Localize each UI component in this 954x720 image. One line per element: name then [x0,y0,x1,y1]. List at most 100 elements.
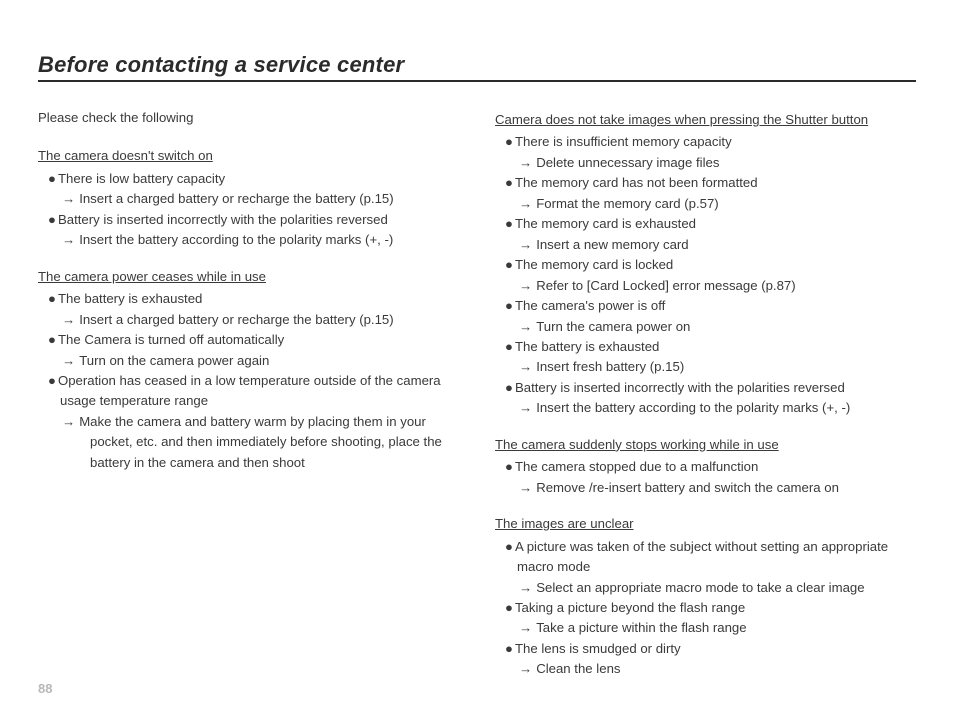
left-column: Please check the following The camera do… [38,108,459,696]
bullet-icon: ● [505,132,513,152]
bullet-icon: ● [505,255,513,275]
right-column: Camera does not take images when pressin… [495,108,916,696]
cause-text: There is insufficient memory capacity [515,132,916,152]
cause-text: A picture was taken of the subject witho… [515,537,916,557]
cause-line: ●Operation has ceased in a low temperatu… [48,371,459,391]
fix-line: →Select an appropriate macro mode to tak… [505,578,916,598]
cause-text: The Camera is turned off automatically [58,330,459,350]
troubleshoot-item: ●The memory card has not been formatted→… [495,173,916,214]
cause-text: The memory card is exhausted [515,214,916,234]
section-block: The camera suddenly stops working while … [495,435,916,498]
right-sections: Camera does not take images when pressin… [495,110,916,680]
bullet-icon: ● [48,371,56,391]
fix-line: →Insert a charged battery or recharge th… [48,189,459,209]
troubleshoot-item: ●The camera's power is off→Turn the came… [495,296,916,337]
troubleshoot-item: ●The camera stopped due to a malfunction… [495,457,916,498]
section-block: The images are unclear●A picture was tak… [495,514,916,680]
cause-line: ●The memory card is locked [505,255,916,275]
arrow-icon: → [519,357,532,377]
arrow-icon: → [62,189,75,209]
fix-text: Insert fresh battery (p.15) [536,357,916,377]
fix-text: Clean the lens [536,659,916,679]
troubleshoot-item: ●Taking a picture beyond the flash range… [495,598,916,639]
cause-text: The lens is smudged or dirty [515,639,916,659]
fix-text: Take a picture within the flash range [536,618,916,638]
bullet-icon: ● [505,173,513,193]
fix-text: Turn the camera power on [536,317,916,337]
cause-text: The camera's power is off [515,296,916,316]
fix-line: →Remove /re-insert battery and switch th… [505,478,916,498]
fix-text: Insert a charged battery or recharge the… [79,310,459,330]
troubleshoot-item: ●Operation has ceased in a low temperatu… [38,371,459,473]
section-heading: Camera does not take images when pressin… [495,110,916,130]
cause-line: ●The memory card has not been formatted [505,173,916,193]
fix-line: →Take a picture within the flash range [505,618,916,638]
arrow-icon: → [519,478,532,498]
fix-line: →Insert the battery according to the pol… [48,230,459,250]
arrow-icon: → [519,194,532,214]
bullet-icon: ● [505,214,513,234]
troubleshoot-item: ●The memory card is exhausted→Insert a n… [495,214,916,255]
arrow-icon: → [519,317,532,337]
fix-line: →Make the camera and battery warm by pla… [48,412,459,432]
cause-text: The camera stopped due to a malfunction [515,457,916,477]
cause-line: ●The Camera is turned off automatically [48,330,459,350]
content-columns: Please check the following The camera do… [38,108,916,696]
intro-text: Please check the following [38,108,459,128]
cause-text: Battery is inserted incorrectly with the… [515,378,916,398]
bullet-icon: ● [505,598,513,618]
fix-continuation: battery in the camera and then shoot [48,453,459,473]
fix-line: →Delete unnecessary image files [505,153,916,173]
fix-line: →Insert fresh battery (p.15) [505,357,916,377]
fix-text: Select an appropriate macro mode to take… [536,578,916,598]
fix-text: Insert the battery according to the pola… [79,230,459,250]
cause-line: ●The battery is exhausted [48,289,459,309]
section-heading: The camera doesn't switch on [38,146,459,166]
fix-line: →Insert a charged battery or recharge th… [48,310,459,330]
cause-line: ●The camera stopped due to a malfunction [505,457,916,477]
bullet-icon: ● [48,330,56,350]
fix-text: Insert a charged battery or recharge the… [79,189,459,209]
bullet-icon: ● [48,210,56,230]
cause-text: There is low battery capacity [58,169,459,189]
troubleshoot-item: ●The lens is smudged or dirty→Clean the … [495,639,916,680]
fix-line: →Turn the camera power on [505,317,916,337]
cause-text: The battery is exhausted [515,337,916,357]
fix-line: →Insert the battery according to the pol… [505,398,916,418]
cause-line: ●Battery is inserted incorrectly with th… [48,210,459,230]
arrow-icon: → [519,618,532,638]
section-heading: The camera suddenly stops working while … [495,435,916,455]
arrow-icon: → [62,412,75,432]
troubleshoot-item: ●A picture was taken of the subject with… [495,537,916,598]
troubleshoot-item: ●There is insufficient memory capacity→D… [495,132,916,173]
troubleshoot-item: ●The battery is exhausted→Insert fresh b… [495,337,916,378]
fix-text: Turn on the camera power again [79,351,459,371]
fix-line: →Format the memory card (p.57) [505,194,916,214]
fix-line: →Clean the lens [505,659,916,679]
bullet-icon: ● [505,296,513,316]
left-sections: The camera doesn't switch on●There is lo… [38,146,459,473]
fix-line: →Refer to [Card Locked] error message (p… [505,276,916,296]
arrow-icon: → [519,276,532,296]
bullet-icon: ● [505,639,513,659]
arrow-icon: → [62,310,75,330]
arrow-icon: → [519,578,532,598]
cause-continuation: macro mode [505,557,916,577]
fix-text: Insert a new memory card [536,235,916,255]
fix-text: Remove /re-insert battery and switch the… [536,478,916,498]
section-block: The camera power ceases while in use●The… [38,267,459,474]
bullet-icon: ● [505,337,513,357]
page-title: Before contacting a service center [38,52,916,82]
fix-text: Insert the battery according to the pola… [536,398,916,418]
bullet-icon: ● [505,378,513,398]
fix-text: Refer to [Card Locked] error message (p.… [536,276,916,296]
fix-text: Delete unnecessary image files [536,153,916,173]
arrow-icon: → [519,153,532,173]
troubleshoot-item: ●There is low battery capacity→Insert a … [38,169,459,210]
section-heading: The camera power ceases while in use [38,267,459,287]
bullet-icon: ● [505,537,513,557]
cause-text: The memory card is locked [515,255,916,275]
cause-continuation: usage temperature range [48,391,459,411]
troubleshoot-item: ●Battery is inserted incorrectly with th… [38,210,459,251]
cause-line: ●There is insufficient memory capacity [505,132,916,152]
